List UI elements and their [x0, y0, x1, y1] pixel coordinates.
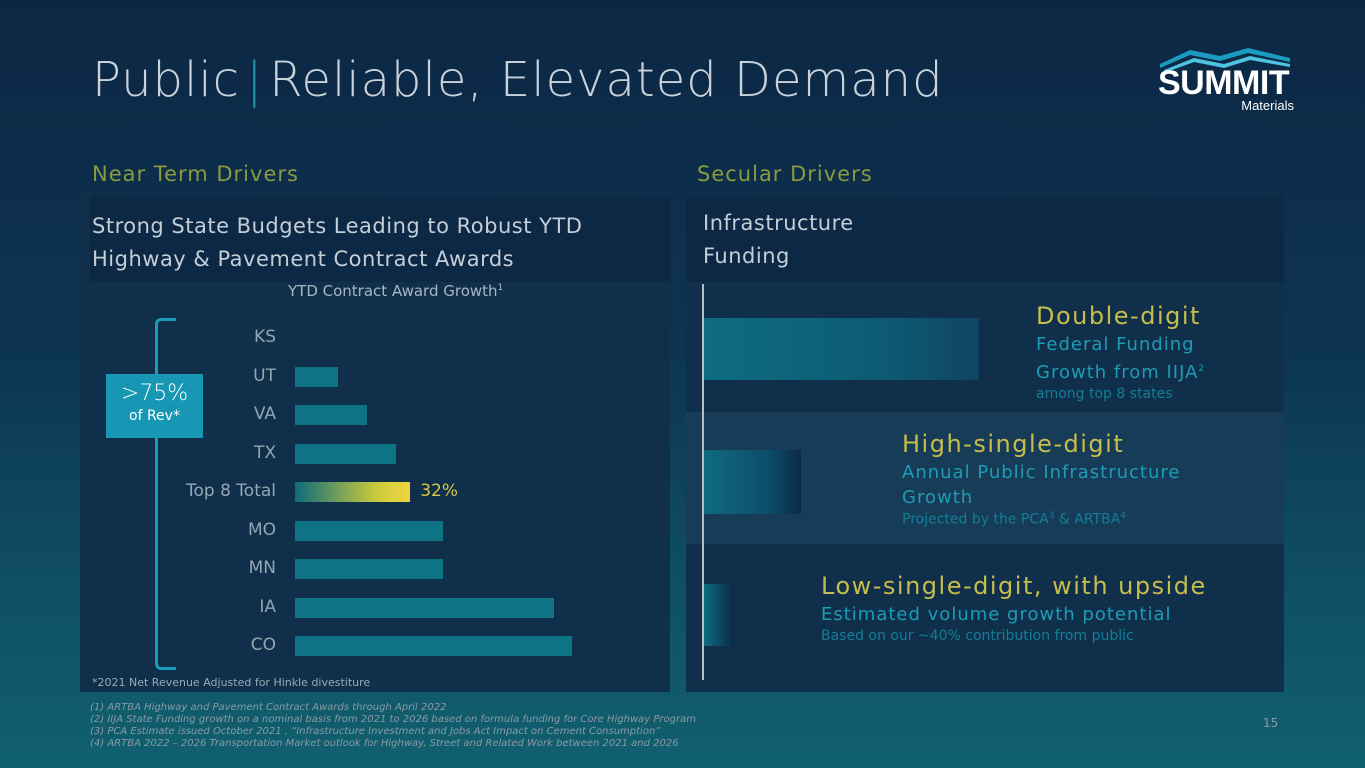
bar [295, 443, 396, 464]
driver-3-text: Low-single-digit, with upside Estimated … [821, 572, 1207, 644]
near-term-heading: Near Term Drivers [92, 162, 299, 186]
bar [295, 559, 443, 579]
footnote-3: (3) PCA Estimate issued October 2021 , “… [90, 726, 661, 737]
page-number: 15 [1263, 716, 1279, 730]
left-box-title: Strong State Budgets Leading to Robust Y… [92, 210, 582, 276]
category-label: UT [253, 365, 276, 386]
footnote-4: (4) ARTBA 2022 – 2026 Transportation Mar… [90, 738, 679, 749]
bar [295, 405, 367, 425]
logo-subtitle: Materials [1241, 98, 1294, 113]
secular-heading: Secular Drivers [697, 162, 873, 186]
summit-logo: SUMMIT Materials [1150, 46, 1300, 116]
category-label: IA [259, 596, 276, 617]
bar [295, 482, 411, 502]
driver-2-text: High-single-digit Annual Public Infrastr… [902, 430, 1180, 528]
page-title: Public | Reliable, Elevated Demand [92, 52, 944, 108]
category-label: VA [253, 404, 276, 424]
badge-caption: of Rev* [129, 408, 180, 424]
bar [295, 520, 443, 541]
driver-1-sub1: Federal Funding [1036, 334, 1195, 355]
category-label: Top 8 Total [185, 481, 276, 501]
category-label: MN [248, 558, 276, 578]
right-box-title-line1: Infrastructure [703, 211, 854, 235]
title-separator: | [246, 52, 264, 108]
bar [295, 597, 555, 618]
bar [295, 366, 339, 387]
footnote-1: (1) ARTBA Highway and Pavement Contract … [90, 702, 447, 713]
driver-2-note-b: & ARTBA [1054, 511, 1121, 528]
mountain-logo-icon [1160, 48, 1290, 73]
title-part2: Reliable, Elevated Demand [269, 52, 944, 108]
driver-1-sub2: Growth from IIJA2 [1036, 357, 1205, 385]
driver-1-sub2-sup: 2 [1198, 364, 1206, 374]
chart-title-sup: 1 [497, 283, 504, 293]
chart-title-text: YTD Contract Award Growth [288, 282, 498, 300]
right-axis-line [702, 284, 704, 680]
left-header-band [90, 196, 670, 282]
category-label: CO [250, 635, 276, 655]
right-box-title-line2: Funding [703, 244, 790, 268]
left-box-title-line1: Strong State Budgets Leading to Robust Y… [92, 214, 583, 238]
driver-2-note: Projected by the PCA3 & ARTBA4 [902, 511, 1180, 528]
revenue-footnote: *2021 Net Revenue Adjusted for Hinkle di… [92, 676, 371, 689]
driver-2-note-a: Projected by the PCA [902, 511, 1049, 528]
bar [295, 636, 573, 656]
driver-3-note: Based on our ~40% contribution from publ… [821, 628, 1134, 644]
title-part1: Public [92, 52, 241, 108]
revenue-bracket [155, 318, 176, 670]
driver-2-headline: High-single-digit [902, 430, 1125, 458]
driver-2-note-sup2: 4 [1120, 511, 1127, 521]
category-label: MO [247, 519, 276, 540]
driver-2-sub1: Annual Public Infrastructure [902, 462, 1181, 483]
category-label: TX [253, 442, 276, 463]
footnote-2: (2) IIJA State Funding growth on a nomin… [90, 714, 696, 725]
driver-2-note-sup1: 3 [1048, 511, 1055, 521]
driver-bar-3 [704, 584, 734, 646]
driver-1-note: among top 8 states [1036, 386, 1173, 402]
chart-title: YTD Contract Award Growth1 [288, 282, 503, 300]
logo-word: SUMMIT [1158, 64, 1290, 102]
driver-3-sub1: Estimated volume growth potential [821, 604, 1172, 625]
left-box-title-line2: Highway & Pavement Contract Awards [92, 247, 515, 271]
driver-3-headline: Low-single-digit, with upside [821, 572, 1207, 600]
driver-2-sub2: Growth [902, 487, 974, 508]
footnotes: (1) ARTBA Highway and Pavement Contract … [90, 702, 696, 750]
right-header-band [686, 196, 1284, 282]
data-label: 32% [420, 481, 458, 501]
driver-1-headline: Double-digit [1036, 302, 1201, 330]
driver-bar-1 [704, 318, 979, 380]
right-box-title: Infrastructure Funding [703, 207, 854, 273]
driver-1-text: Double-digit Federal Funding Growth from… [1036, 302, 1205, 402]
revenue-share-badge: >75% of Rev* [106, 374, 203, 438]
driver-bar-2 [704, 450, 801, 514]
badge-percent: >75% [120, 381, 189, 406]
category-label: KS [254, 327, 276, 347]
driver-1-sub2-text: Growth from IIJA [1036, 362, 1199, 383]
